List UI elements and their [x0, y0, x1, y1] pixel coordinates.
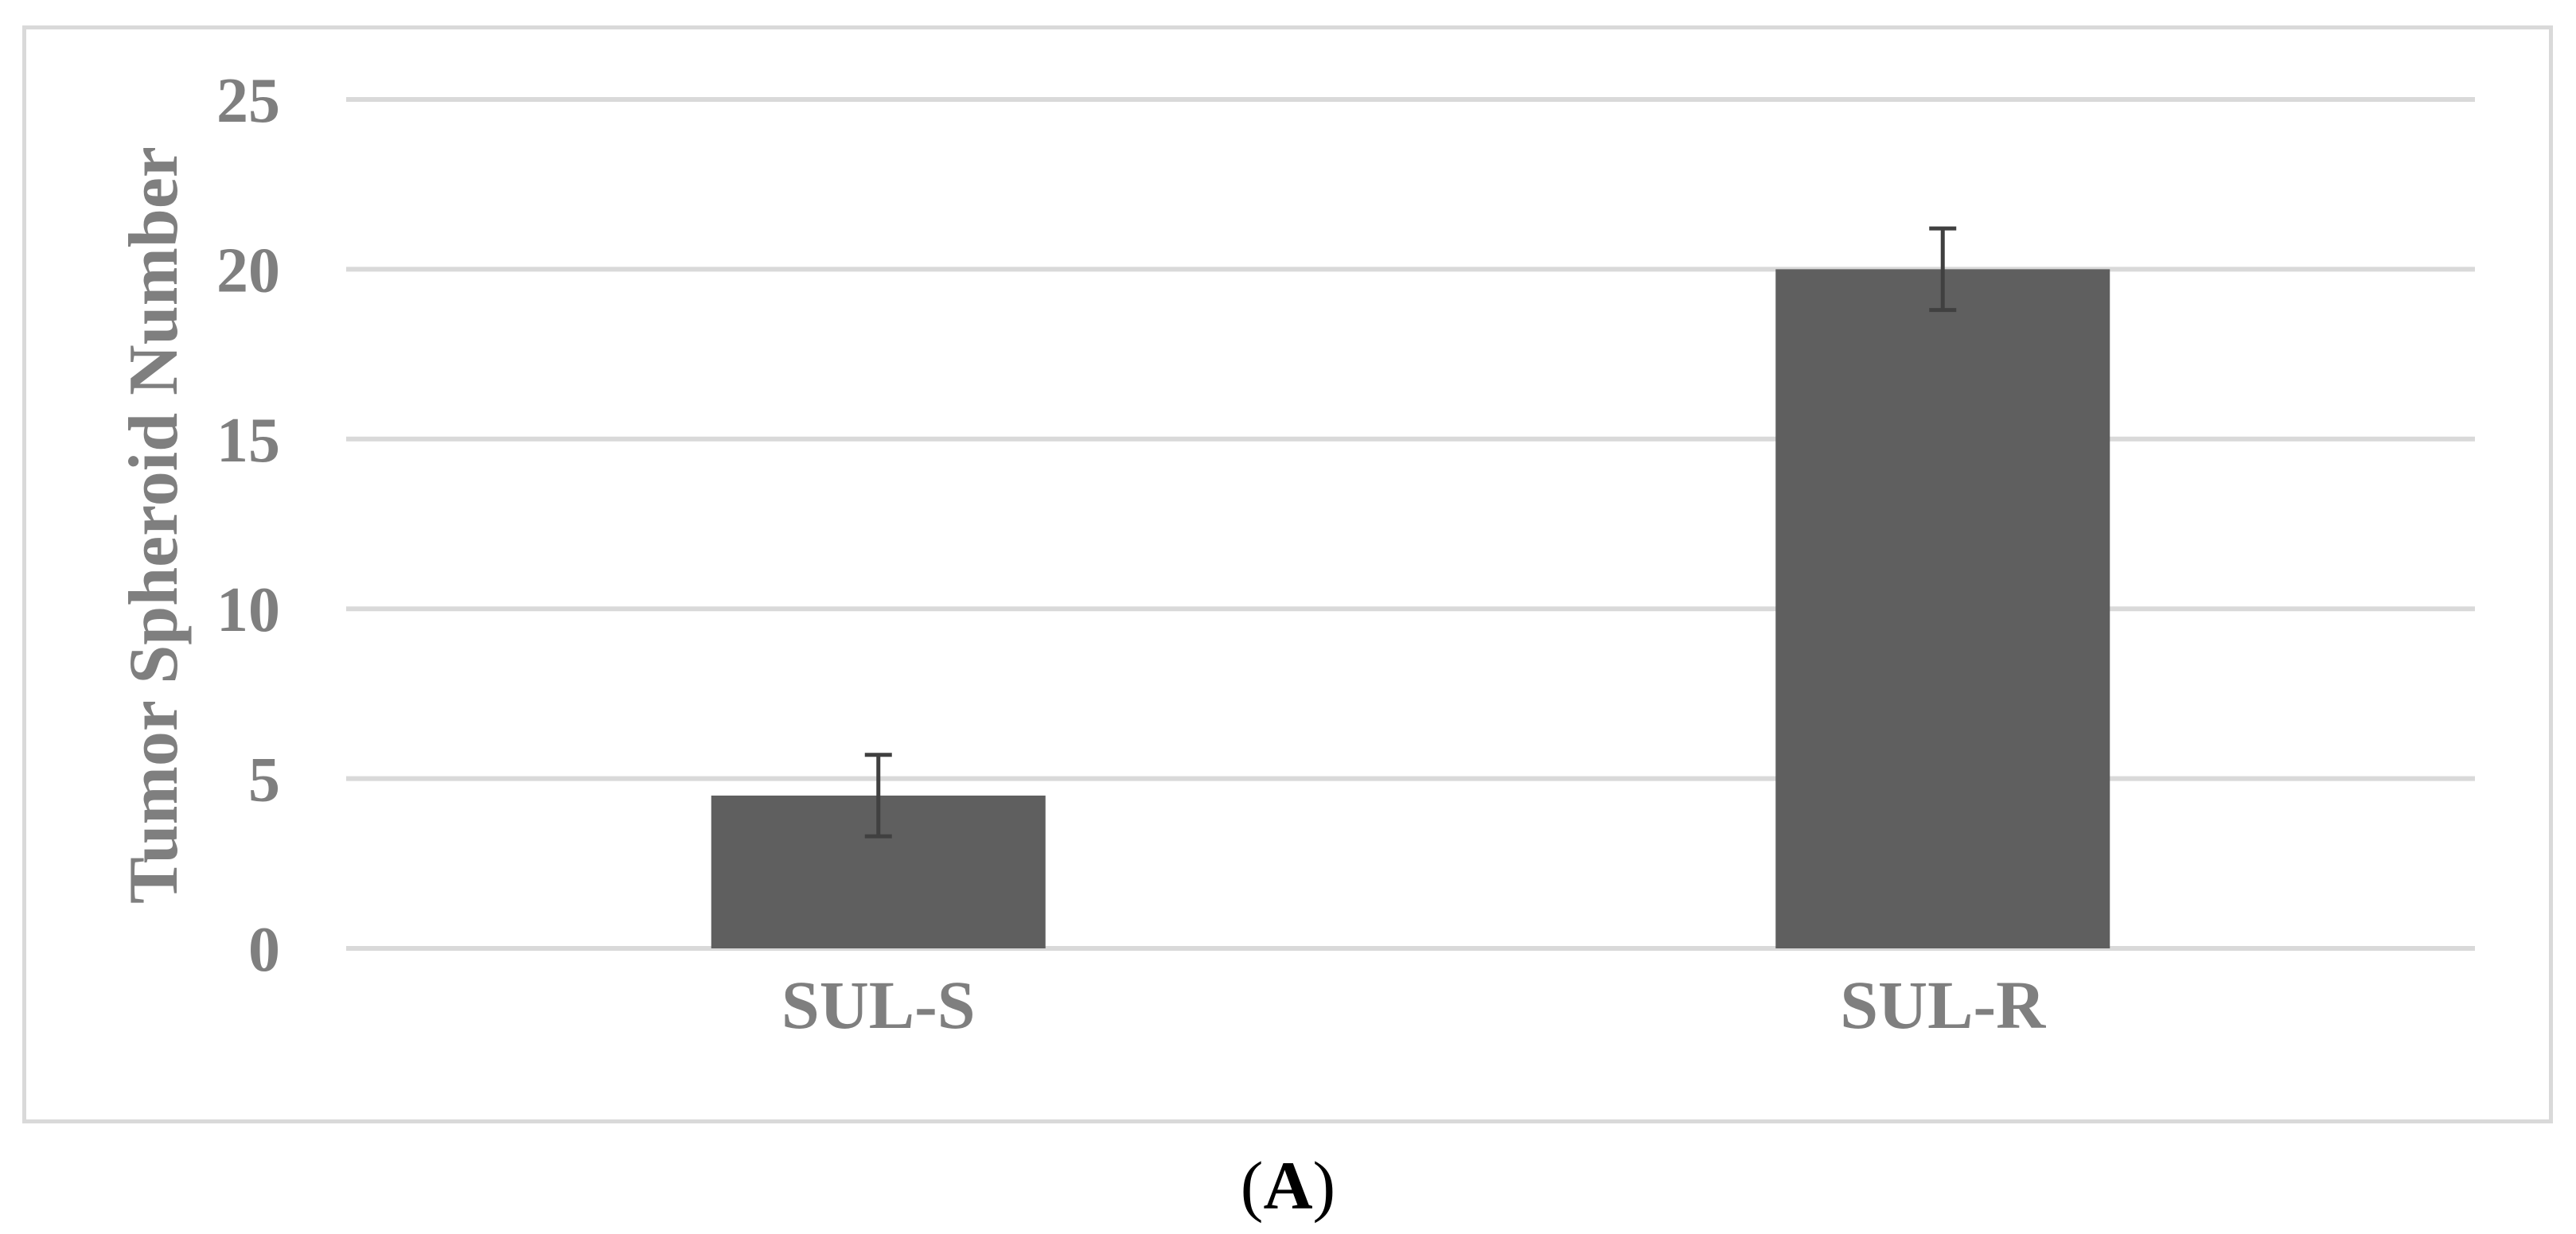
- bar-SUL-R: [1775, 269, 2110, 948]
- y-tick-label-20: 20: [216, 236, 280, 306]
- y-tick-label-15: 15: [216, 406, 280, 476]
- panel-label-letter: A: [1263, 1147, 1313, 1224]
- panel-label-open: (: [1240, 1147, 1264, 1224]
- x-category-label-SUL-R: SUL-R: [1840, 967, 2046, 1043]
- gridlines: [346, 97, 2475, 951]
- y-tick-label-0: 0: [248, 915, 280, 985]
- chart-frame: [22, 25, 2553, 1123]
- x-category-labels: SUL-S SUL-R: [781, 967, 2046, 1043]
- y-tick-label-10: 10: [216, 575, 280, 645]
- y-tick-labels: 0 5 10 15 20 25: [216, 66, 280, 985]
- panel-label-close: ): [1312, 1147, 1336, 1224]
- panel-label: (A): [0, 1146, 2576, 1225]
- y-tick-label-25: 25: [216, 66, 280, 136]
- x-category-label-SUL-S: SUL-S: [781, 967, 976, 1043]
- y-axis-title: Tumor Spheroid Number: [115, 146, 193, 904]
- error-bar-SUL-R: [1929, 226, 1957, 313]
- error-bar-SUL-S: [864, 753, 892, 839]
- bars: [711, 269, 2110, 948]
- y-tick-label-5: 5: [248, 745, 280, 816]
- error-bars: [864, 226, 1957, 839]
